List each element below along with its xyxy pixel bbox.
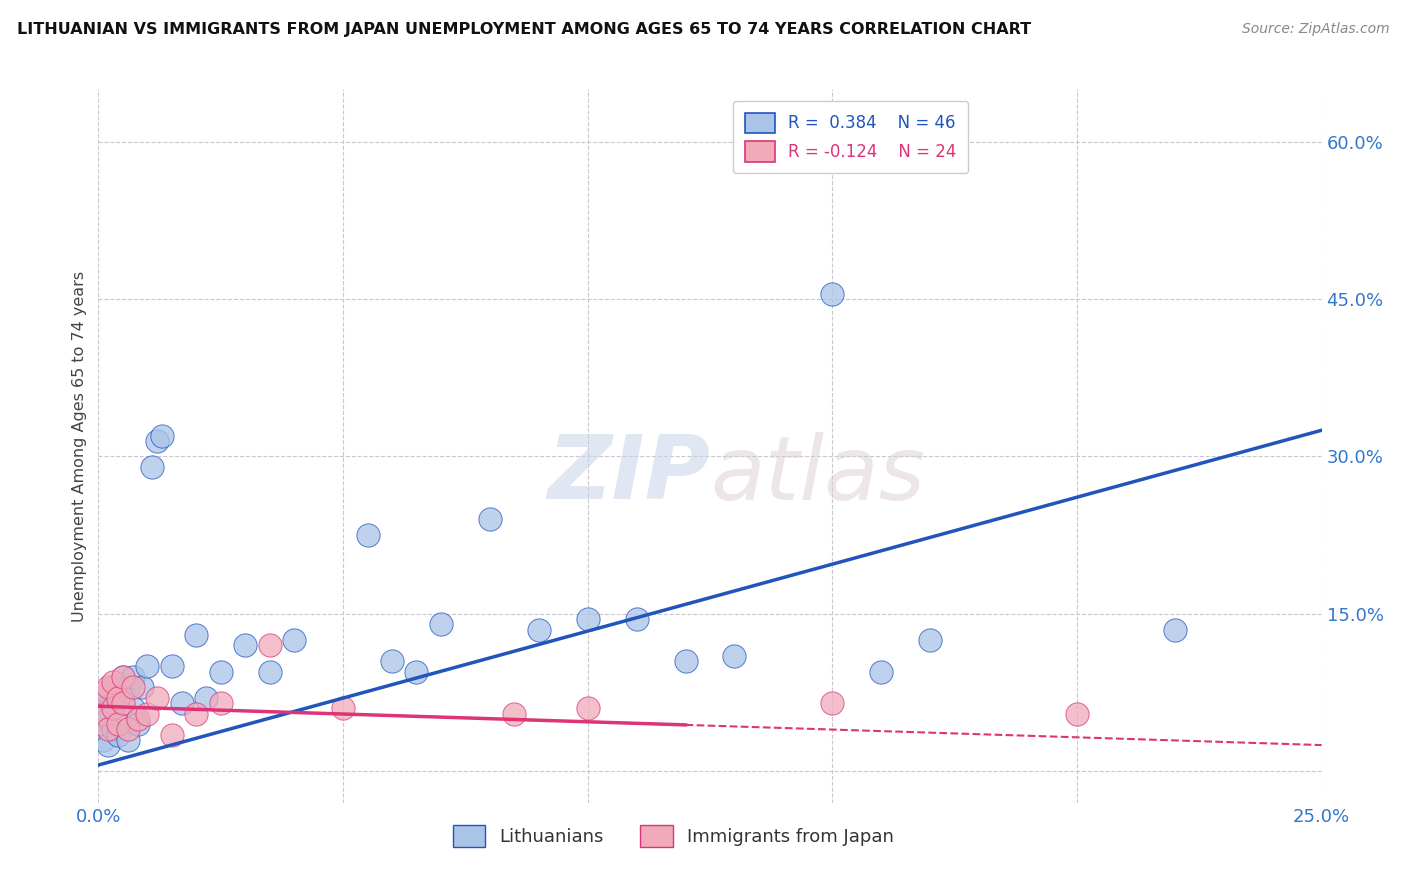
Point <box>91 685 114 699</box>
Point <box>160 728 183 742</box>
Point <box>186 628 208 642</box>
Point <box>920 633 942 648</box>
Point <box>101 723 124 737</box>
Point <box>503 706 526 721</box>
Point <box>97 712 120 726</box>
Point <box>527 623 550 637</box>
Point <box>111 696 134 710</box>
Point <box>97 685 120 699</box>
Point <box>111 670 134 684</box>
Point <box>259 639 281 653</box>
Point <box>127 712 149 726</box>
Point <box>121 670 143 684</box>
Point <box>101 696 124 710</box>
Point <box>121 701 143 715</box>
Point <box>101 701 124 715</box>
Point <box>127 717 149 731</box>
Point <box>101 681 124 695</box>
Legend: Lithuanians, Immigrants from Japan: Lithuanians, Immigrants from Japan <box>446 818 901 855</box>
Point <box>332 701 354 715</box>
Point <box>170 696 193 710</box>
Point <box>381 654 404 668</box>
Point <box>259 665 281 679</box>
Point <box>111 670 134 684</box>
Point <box>91 732 114 747</box>
Text: ZIP: ZIP <box>547 431 710 518</box>
Y-axis label: Unemployment Among Ages 65 to 74 years: Unemployment Among Ages 65 to 74 years <box>72 270 87 622</box>
Text: atlas: atlas <box>710 432 925 517</box>
Point <box>97 738 120 752</box>
Point <box>136 659 159 673</box>
Point <box>283 633 305 648</box>
Point <box>146 690 169 705</box>
Point <box>160 659 183 673</box>
Point <box>101 675 124 690</box>
Point <box>821 286 844 301</box>
Point <box>1066 706 1088 721</box>
Point <box>117 681 139 695</box>
Point <box>821 696 844 710</box>
Point <box>111 712 134 726</box>
Point <box>209 696 232 710</box>
Point <box>131 681 153 695</box>
Text: LITHUANIAN VS IMMIGRANTS FROM JAPAN UNEMPLOYMENT AMONG AGES 65 TO 74 YEARS CORRE: LITHUANIAN VS IMMIGRANTS FROM JAPAN UNEM… <box>17 22 1031 37</box>
Point <box>91 706 114 721</box>
Point <box>870 665 893 679</box>
Point <box>107 717 129 731</box>
Point <box>91 701 114 715</box>
Point <box>107 728 129 742</box>
Point <box>111 685 134 699</box>
Point <box>117 732 139 747</box>
Point <box>1164 623 1187 637</box>
Point <box>405 665 427 679</box>
Point <box>141 460 163 475</box>
Point <box>117 723 139 737</box>
Point <box>576 612 599 626</box>
Point <box>626 612 648 626</box>
Point <box>91 717 114 731</box>
Point <box>576 701 599 715</box>
Point <box>356 528 378 542</box>
Point <box>195 690 218 705</box>
Point <box>723 648 745 663</box>
Point <box>107 690 129 705</box>
Point <box>146 434 169 448</box>
Point <box>121 681 143 695</box>
Point <box>233 639 256 653</box>
Point <box>107 690 129 705</box>
Text: Source: ZipAtlas.com: Source: ZipAtlas.com <box>1241 22 1389 37</box>
Point <box>97 681 120 695</box>
Point <box>150 428 173 442</box>
Point <box>209 665 232 679</box>
Point <box>675 654 697 668</box>
Point <box>136 706 159 721</box>
Point <box>478 512 501 526</box>
Point <box>97 723 120 737</box>
Point <box>430 617 453 632</box>
Point <box>186 706 208 721</box>
